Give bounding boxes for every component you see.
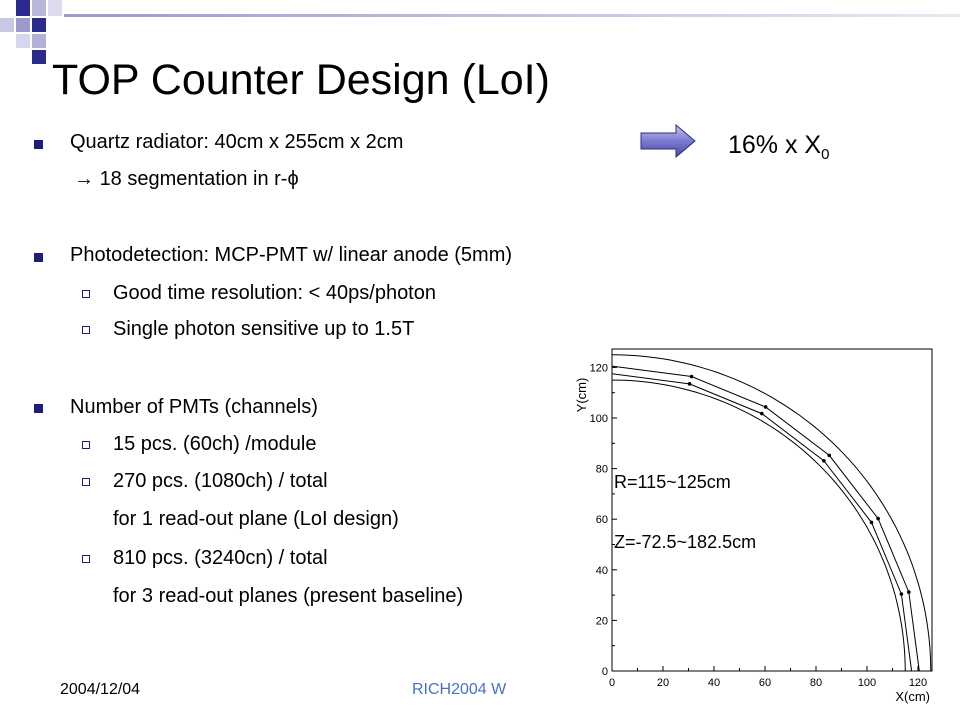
x-axis-label: X(cm) [895, 689, 930, 704]
y-axis-label: Y(cm) [574, 378, 589, 413]
phi-symbol: ϕ [287, 168, 299, 190]
bullet-pmt-count: Number of PMTs (channels) [70, 396, 318, 418]
title-rule [64, 14, 960, 17]
hollow-square-icon [82, 478, 90, 486]
hollow-square-icon [82, 441, 90, 449]
deco-square [32, 34, 46, 48]
x-tick-label: 0 [609, 677, 615, 689]
deco-square [0, 18, 14, 32]
y-tick-label: 120 [590, 362, 608, 374]
segment-vertex [687, 382, 692, 386]
right-arrow-icon: → [74, 168, 94, 190]
bullet-quartz: Quartz radiator: 40cm x 255cm x 2cm [70, 131, 404, 153]
sub-bullet-total-270-cont: for 1 read-out plane (LoI design) [113, 508, 399, 530]
bullet-marker [34, 253, 43, 262]
deco-square [16, 18, 30, 32]
block-arrow-icon [640, 124, 696, 158]
hollow-square-icon [82, 290, 90, 298]
footer-conference: RICH2004 W [412, 681, 507, 698]
outer-radius-arc [611, 354, 932, 672]
bullet-quartz-sub: → 18 segmentation in r-ϕ [74, 168, 299, 191]
radiation-subscript: 0 [821, 146, 830, 163]
bullet-marker [34, 140, 43, 149]
x-tick-label: 100 [858, 677, 876, 689]
bullet-photodetection: Photodetection: MCP-PMT w/ linear anode … [70, 244, 513, 266]
x-tick-label: 20 [657, 677, 669, 689]
x-tick-label: 60 [759, 677, 771, 689]
deco-square [16, 0, 30, 16]
y-tick-label: 80 [596, 464, 608, 476]
segment-vertex [876, 516, 880, 521]
segment-vertex [763, 405, 768, 409]
deco-square [32, 18, 46, 32]
segment-vertex [899, 592, 904, 596]
y-tick-label: 40 [596, 565, 608, 577]
x-tick-label: 80 [810, 677, 822, 689]
segment-vertex [760, 411, 764, 416]
quartz-sub-text: 18 segmentation in r- [99, 168, 288, 190]
y-tick-label: 0 [602, 666, 608, 678]
y-tick-label: 100 [590, 413, 608, 425]
quartz-segment-inner [611, 373, 913, 672]
radius-label: R=115~125cm [614, 472, 731, 492]
x-tick-label: 120 [909, 677, 927, 689]
sub-bullet-total-810-cont: for 3 read-out planes (present baseline) [113, 585, 464, 607]
plot-frame [611, 348, 933, 672]
sub-bullet-time: Good time resolution: < 40ps/photon [113, 282, 436, 304]
sub-bullet-total-810: 810 pcs. (3240cn) / total [113, 547, 328, 569]
bullet-marker [34, 404, 43, 413]
segment-vertex [822, 458, 826, 463]
segment-vertex [689, 374, 694, 379]
sub-bullet-photon: Single photon sensitive up to 1.5T [113, 318, 415, 340]
deco-square [16, 34, 30, 48]
x-tick-label: 40 [708, 677, 720, 689]
deco-square [32, 0, 46, 16]
slide-title: TOP Counter Design (LoI) [52, 56, 550, 104]
deco-square [32, 50, 46, 64]
hollow-square-icon [82, 326, 90, 334]
inner-radius-arc [612, 379, 906, 672]
y-tick-label: 60 [596, 514, 608, 526]
radiation-length: 16% x X0 [728, 131, 829, 163]
deco-square [48, 0, 62, 16]
quartz-segment-outer [611, 365, 920, 672]
hollow-square-icon [82, 555, 90, 563]
segment-vertex [827, 453, 832, 458]
y-tick-label: 20 [596, 615, 608, 627]
sub-bullet-total-270: 270 pcs. (1080ch) / total [113, 470, 328, 492]
radiation-text: 16% x X [728, 131, 822, 159]
z-range-label: Z=-72.5~182.5cm [614, 532, 757, 552]
sub-bullet-module: 15 pcs. (60ch) /module [113, 433, 317, 455]
footer-date: 2004/12/04 [60, 681, 141, 698]
segment-vertex [907, 590, 911, 594]
segment-vertex [869, 520, 874, 525]
